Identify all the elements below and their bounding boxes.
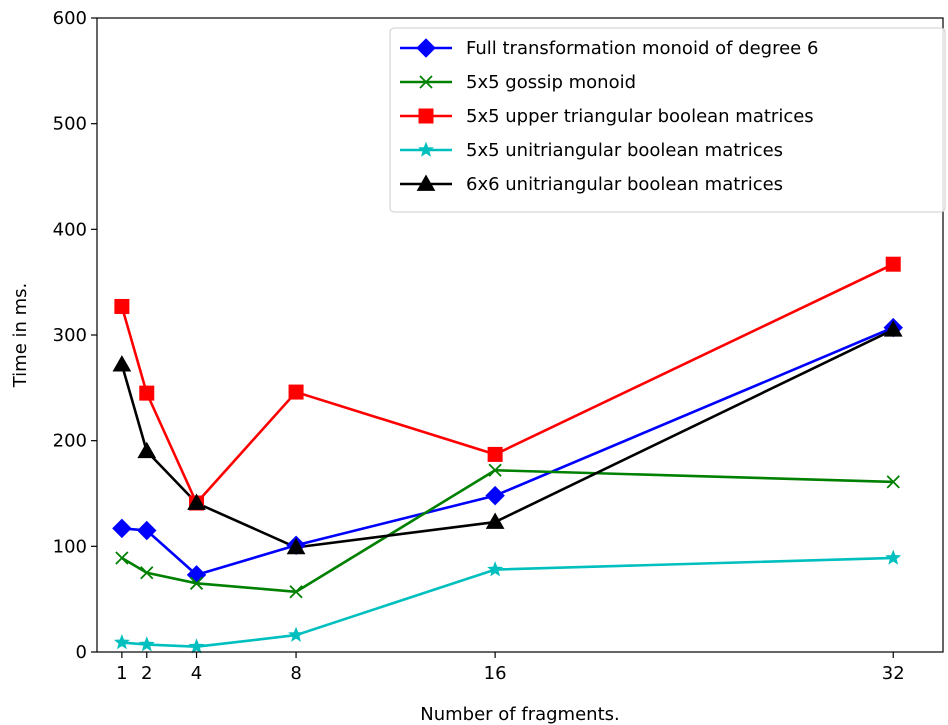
x-tick-label: 8 xyxy=(290,663,301,684)
diamond-marker xyxy=(137,520,157,541)
square-marker xyxy=(288,384,304,400)
diamond-marker xyxy=(112,518,132,539)
series-line xyxy=(121,556,894,649)
square-marker xyxy=(418,108,434,124)
series-line xyxy=(120,263,894,505)
triangle-marker xyxy=(883,320,903,337)
x-marker xyxy=(289,585,303,599)
legend-entry: 5x5 gossip monoid xyxy=(400,72,636,93)
y-axis: 0 100 200 300 400 500 600 xyxy=(53,8,97,663)
plot-markers xyxy=(112,256,903,654)
triangle-marker xyxy=(485,512,505,529)
y-tick-label: 600 xyxy=(53,8,87,29)
square-marker xyxy=(139,385,155,401)
plot-lines xyxy=(120,263,894,649)
diamond-marker xyxy=(416,38,436,58)
triangle-marker xyxy=(137,441,157,459)
series-markers xyxy=(112,317,903,585)
series-line xyxy=(120,328,894,549)
legend-entry: Full transformation monoid of degree 6 xyxy=(400,38,818,59)
square-marker xyxy=(487,446,503,462)
legend-label: 6x6 unitriangular boolean matrices xyxy=(466,174,783,195)
series-markers xyxy=(114,256,901,511)
square-marker xyxy=(114,298,130,314)
x-tick-label: 1 xyxy=(116,663,127,684)
x-marker xyxy=(189,576,204,590)
legend-label: 5x5 upper triangular boolean matrices xyxy=(466,106,814,127)
star-marker xyxy=(113,634,130,650)
legend-entry: 5x5 unitriangular boolean matrices xyxy=(400,140,783,161)
star-marker xyxy=(487,561,504,577)
x-marker xyxy=(886,475,900,489)
x-tick-label: 2 xyxy=(141,663,152,684)
y-tick-label: 400 xyxy=(53,219,87,240)
y-tick-label: 0 xyxy=(76,642,87,663)
series-line xyxy=(121,326,894,577)
legend-label: Full transformation monoid of degree 6 xyxy=(466,38,818,59)
triangle-marker xyxy=(286,537,306,555)
legend-entry: 5x5 upper triangular boolean matrices xyxy=(400,106,814,127)
legend-label: 5x5 unitriangular boolean matrices xyxy=(466,140,783,161)
star-marker xyxy=(288,626,305,642)
series-markers xyxy=(112,320,903,555)
x-marker xyxy=(140,566,154,580)
x-tick-label: 4 xyxy=(191,663,202,684)
x-marker xyxy=(419,75,433,89)
legend-entry: 6x6 unitriangular boolean matrices xyxy=(400,174,783,195)
x-marker xyxy=(488,463,502,477)
triangle-marker xyxy=(416,174,436,191)
y-tick-label: 100 xyxy=(53,536,87,557)
series-markers xyxy=(115,463,900,599)
x-tick-label: 32 xyxy=(882,663,905,684)
x-axis-title: Number of fragments. xyxy=(420,704,619,725)
star-marker xyxy=(885,549,902,565)
series-markers xyxy=(113,549,902,654)
y-tick-label: 200 xyxy=(53,431,87,452)
star-marker xyxy=(418,141,434,157)
legend-box xyxy=(389,27,946,213)
star-marker xyxy=(188,638,205,654)
triangle-marker xyxy=(112,355,132,372)
y-tick-label: 500 xyxy=(53,114,87,135)
square-marker xyxy=(885,256,901,272)
x-marker xyxy=(115,551,129,565)
series-line xyxy=(121,468,894,594)
star-marker xyxy=(138,636,155,652)
legend-label: 5x5 gossip monoid xyxy=(466,72,636,93)
diamond-marker xyxy=(485,485,505,506)
y-axis-title: Time in ms. xyxy=(10,283,31,389)
x-axis: 1 2 4 8 16 32 xyxy=(116,652,905,684)
y-tick-label: 300 xyxy=(53,325,87,346)
triangle-marker xyxy=(187,493,206,510)
legend: Full transformation monoid of degree 6 5x… xyxy=(389,27,946,213)
x-tick-label: 16 xyxy=(484,663,507,684)
